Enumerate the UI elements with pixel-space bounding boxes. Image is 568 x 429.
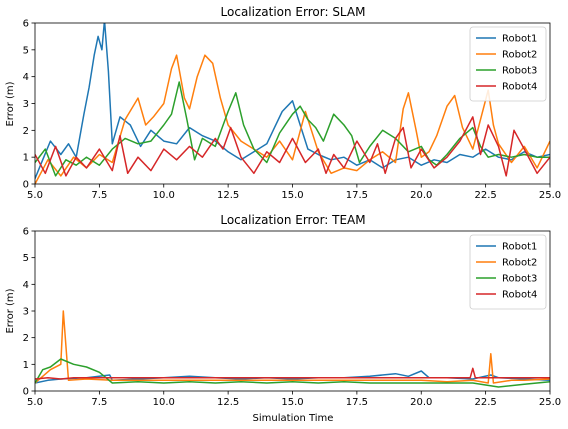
y-tick-label: 5 <box>23 253 29 264</box>
x-tick-label: 7.5 <box>91 397 107 408</box>
x-tick-label: 25.0 <box>539 397 561 408</box>
x-tick-label: 22.5 <box>474 397 496 408</box>
y-tick-label: 3 <box>23 99 29 110</box>
ticks: 5.0 7.5 10.0 12.5 15.0 17.5 20.0 22.5 25.0 0 1 2 3 4 5… <box>23 19 562 202</box>
x-tick-label: 5.0 <box>27 397 43 408</box>
y-axis-label: Error (m) <box>5 81 16 126</box>
x-tick-label: 17.5 <box>346 397 368 408</box>
y-tick-label: 0 <box>23 387 29 398</box>
legend: Robot1 Robot2 Robot3 Robot4 <box>469 26 547 102</box>
legend-label: Robot2 <box>502 50 537 61</box>
legend-label: Robot1 <box>502 34 537 45</box>
series-line-robot3 <box>35 81 550 177</box>
series-line-robot2 <box>35 54 550 184</box>
y-tick-label: 0 <box>23 180 29 191</box>
x-tick-label: 10.0 <box>153 190 175 201</box>
y-tick-label: 5 <box>23 45 29 56</box>
y-tick-label: 1 <box>23 153 29 164</box>
y-tick-label: 1 <box>23 360 29 371</box>
ticks: 5.0 7.5 10.0 12.5 15.0 17.5 20.0 22.5 25.0 0 1 2 3 4 5… <box>23 227 562 409</box>
legend-label: Robot3 <box>502 274 537 285</box>
x-tick-label: 22.5 <box>474 190 496 201</box>
x-tick-label: 10.0 <box>153 397 175 408</box>
y-tick-label: 6 <box>23 19 29 30</box>
y-tick-label: 3 <box>23 307 29 318</box>
axes-frame <box>34 230 551 392</box>
series-line-robot3 <box>35 358 550 388</box>
chart-title: Localization Error: TEAM <box>220 213 365 227</box>
legend-box <box>469 234 547 310</box>
x-tick-label: 20.0 <box>410 397 432 408</box>
legend-label: Robot4 <box>502 290 537 301</box>
y-tick-label: 4 <box>23 280 29 291</box>
plot-area <box>35 23 550 184</box>
series-line-robot2 <box>35 310 550 384</box>
x-tick-label: 7.5 <box>91 190 107 201</box>
y-tick-label: 2 <box>23 126 29 137</box>
team-error-chart: Localization Error: TEAM Error (m) Simul… <box>5 213 561 424</box>
legend-label: Robot2 <box>502 258 537 269</box>
x-tick-label: 17.5 <box>346 190 368 201</box>
plot-area <box>35 310 550 388</box>
x-tick-label: 25.0 <box>539 190 561 201</box>
x-tick-label: 20.0 <box>410 190 432 201</box>
slam-error-chart: Localization Error: SLAM Error (m) 5.0 7.… <box>5 5 561 201</box>
legend-label: Robot3 <box>502 66 537 77</box>
y-tick-label: 2 <box>23 333 29 344</box>
y-tick-label: 4 <box>23 72 29 83</box>
legend-label: Robot4 <box>502 82 537 93</box>
legend-box <box>469 26 547 102</box>
legend: Robot1 Robot2 Robot3 Robot4 <box>469 234 547 310</box>
x-tick-label: 12.5 <box>217 397 239 408</box>
chart-title: Localization Error: SLAM <box>221 5 366 19</box>
x-tick-label: 15.0 <box>281 190 303 201</box>
y-axis-label: Error (m) <box>5 288 16 333</box>
x-tick-label: 12.5 <box>217 190 239 201</box>
x-tick-label: 5.0 <box>27 190 43 201</box>
series-line-robot4 <box>35 367 550 380</box>
x-axis-label: Simulation Time <box>253 413 334 424</box>
y-tick-label: 6 <box>23 227 29 238</box>
x-tick-label: 15.0 <box>281 397 303 408</box>
legend-label: Robot1 <box>502 242 537 253</box>
axes-frame <box>34 22 551 185</box>
series-line-robot4 <box>35 116 550 177</box>
